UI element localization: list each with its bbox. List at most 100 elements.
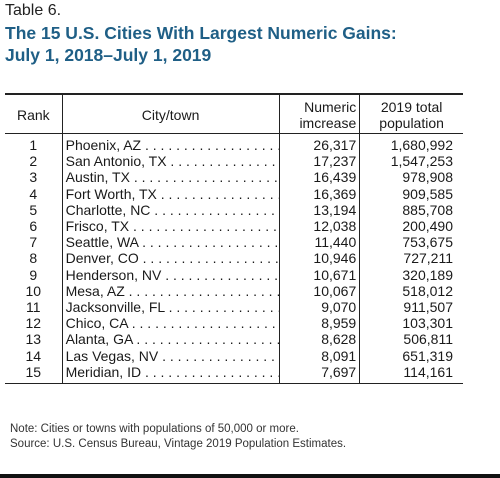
population-cell: 320,189 xyxy=(359,266,463,283)
increase-cell: 26,317 xyxy=(278,133,360,154)
table-notes: Note: Cities or towns with populations o… xyxy=(10,422,346,452)
table-label: Table 6. xyxy=(5,2,62,19)
city-name: Chico, CA xyxy=(66,315,279,331)
header-population-line-1: 2019 total xyxy=(380,99,443,115)
population-cell: 1,680,992 xyxy=(359,133,463,154)
city-cell: Jacksonville, FL xyxy=(61,299,280,316)
city-cell: Henderson, NV xyxy=(61,266,280,283)
source-text: Source: U.S. Census Bureau, Vintage 2019… xyxy=(10,438,347,450)
city-cell: Frisco, TX xyxy=(61,218,280,235)
population-cell: 909,585 xyxy=(359,185,463,202)
city-cell: Denver, CO xyxy=(61,250,280,267)
rank-cell: 12 xyxy=(25,315,42,332)
city-name: Fort Worth, TX xyxy=(66,186,279,202)
table-title: The 15 U.S. Cities With Largest Numeric … xyxy=(5,22,495,66)
population-cell: 1,547,253 xyxy=(359,153,463,170)
city-name: Meridian, ID xyxy=(66,364,279,380)
city-name: Alanta, GA xyxy=(66,331,279,347)
rank-cell: 10 xyxy=(25,282,42,299)
population-cell: 885,708 xyxy=(359,201,463,219)
city-name: Seattle, WA xyxy=(66,234,279,250)
increase-cell: 9,070 xyxy=(278,299,360,316)
city-cell: Meridian, ID xyxy=(61,363,280,385)
increase-cell: 8,628 xyxy=(278,331,360,348)
increase-cell: 11,440 xyxy=(278,234,360,251)
header-rank: Rank xyxy=(5,93,63,134)
increase-cell: 10,946 xyxy=(278,250,360,267)
cities-table: Rank City/town Numeric imcrease 2019 tot… xyxy=(5,93,463,385)
title-line-1: The 15 U.S. Cities With Largest Numeric … xyxy=(5,23,397,43)
increase-cell: 13,194 xyxy=(278,201,360,219)
city-name: Jacksonville, FL xyxy=(66,299,279,315)
city-name: Austin, TX xyxy=(66,169,279,185)
bottom-rule xyxy=(0,474,500,478)
increase-cell: 10,671 xyxy=(278,266,360,283)
header-increase-line-2: imcrease xyxy=(299,115,357,131)
rank-cell: 7 xyxy=(29,234,38,251)
increase-cell: 17,237 xyxy=(278,153,360,170)
rank-cell: 14 xyxy=(25,347,42,364)
rank-cell: 9 xyxy=(29,266,38,283)
population-cell: 727,211 xyxy=(359,250,463,267)
title-line-2: July 1, 2018–July 1, 2019 xyxy=(5,45,212,65)
population-cell: 518,012 xyxy=(359,282,463,300)
city-cell: Charlotte, NC xyxy=(61,201,280,219)
increase-cell: 10,067 xyxy=(278,282,360,300)
population-cell: 651,319 xyxy=(359,347,463,364)
city-cell: Fort Worth, TX xyxy=(61,185,280,202)
population-cell: 753,675 xyxy=(359,234,463,251)
rank-cell: 8 xyxy=(29,250,38,267)
header-city: City/town xyxy=(61,93,280,134)
increase-cell: 8,091 xyxy=(278,347,360,364)
rank-cell: 1 xyxy=(29,137,38,153)
city-name: Phoenix, AZ xyxy=(66,137,279,153)
city-cell: Alanta, GA xyxy=(61,331,280,348)
note-text: Note: Cities or towns with populations o… xyxy=(10,423,299,435)
rank-cell: 6 xyxy=(29,218,38,235)
rank-cell: 13 xyxy=(25,331,42,348)
increase-cell: 8,959 xyxy=(278,315,360,332)
rank-cell: 2 xyxy=(29,153,38,170)
population-cell: 103,301 xyxy=(359,315,463,332)
increase-cell: 16,439 xyxy=(278,169,360,186)
header-population-line-2: population xyxy=(379,115,444,131)
increase-cell: 16,369 xyxy=(278,185,360,202)
population-cell: 506,811 xyxy=(359,331,463,348)
population-cell: 200,490 xyxy=(359,218,463,235)
rank-cell: 5 xyxy=(29,201,38,218)
city-cell: Austin, TX xyxy=(61,169,280,186)
header-population: 2019 total population xyxy=(359,93,463,134)
header-increase: Numeric imcrease xyxy=(278,93,360,134)
city-cell: Phoenix, AZ xyxy=(61,133,280,154)
rank-cell: 4 xyxy=(29,185,38,202)
rank-cell: 3 xyxy=(29,169,38,186)
city-name: Charlotte, NC xyxy=(66,202,279,218)
population-cell: 114,161 xyxy=(359,363,463,385)
population-cell: 911,507 xyxy=(359,299,463,316)
city-name: Las Vegas, NV xyxy=(66,348,279,364)
city-cell: Chico, CA xyxy=(61,315,280,332)
city-name: Mesa, AZ xyxy=(66,283,279,299)
city-name: San Antonio, TX xyxy=(66,153,279,169)
header-row: Rank City/town Numeric imcrease 2019 tot… xyxy=(5,93,463,134)
header-increase-line-1: Numeric xyxy=(304,99,357,115)
city-cell: San Antonio, TX xyxy=(61,153,280,170)
city-name: Denver, CO xyxy=(66,250,279,266)
city-name: Henderson, NV xyxy=(66,267,279,283)
city-name: Frisco, TX xyxy=(66,218,279,234)
